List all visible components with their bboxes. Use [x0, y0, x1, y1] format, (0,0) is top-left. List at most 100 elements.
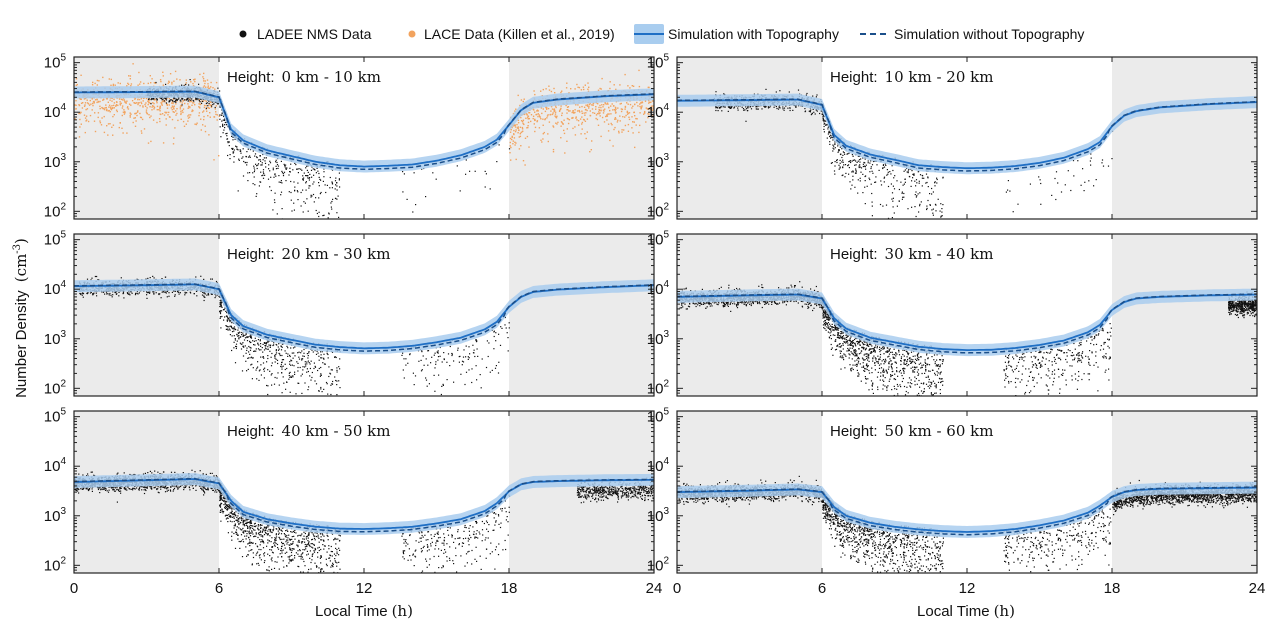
- nms-point: [89, 292, 92, 294]
- nms-point: [196, 99, 198, 101]
- lace-point: [519, 133, 521, 135]
- nms-point: [508, 322, 510, 324]
- nms-point: [211, 101, 213, 103]
- lace-point: [153, 82, 156, 84]
- nms-point: [856, 161, 858, 163]
- nms-point: [297, 370, 299, 372]
- lace-point: [586, 131, 588, 133]
- lace-point: [554, 92, 556, 94]
- nms-point: [323, 363, 326, 365]
- nms-point: [332, 380, 334, 383]
- lace-point: [198, 98, 200, 101]
- lace-point: [568, 119, 571, 121]
- lace-point: [552, 151, 555, 153]
- lace-point: [638, 69, 640, 72]
- lace-point: [614, 112, 617, 114]
- nms-point: [203, 292, 205, 295]
- nms-point: [288, 374, 290, 377]
- nms-point: [472, 344, 474, 346]
- nms-point: [307, 175, 309, 177]
- nms-point: [504, 324, 506, 326]
- lace-point: [595, 114, 598, 116]
- nms-point: [747, 110, 749, 112]
- nms-point: [421, 168, 423, 170]
- nms-point: [336, 369, 338, 371]
- nms-point: [236, 148, 238, 150]
- nms-point: [290, 375, 292, 377]
- nms-point: [765, 88, 767, 90]
- nms-point: [331, 181, 333, 183]
- nms-point: [254, 337, 256, 339]
- nms-point: [1077, 160, 1079, 162]
- lace-point: [134, 112, 136, 115]
- nms-point: [874, 181, 876, 183]
- nms-point: [830, 136, 832, 138]
- lace-point: [591, 108, 594, 110]
- nms-point: [80, 293, 82, 296]
- nms-point: [822, 119, 824, 121]
- nms-point: [264, 160, 266, 162]
- lace-point: [96, 98, 98, 100]
- lace-point: [544, 118, 546, 121]
- nms-point: [824, 120, 826, 122]
- lace-point: [172, 98, 174, 100]
- nms-point: [253, 165, 255, 167]
- nms-point: [181, 97, 183, 99]
- nms-point: [911, 206, 913, 208]
- nms-point: [146, 292, 148, 294]
- lace-point: [536, 120, 538, 123]
- nms-point: [189, 97, 191, 99]
- nms-point: [756, 108, 758, 110]
- nms-point: [300, 375, 302, 377]
- lace-point: [547, 114, 549, 116]
- nms-point: [918, 211, 920, 213]
- lace-point: [588, 86, 590, 88]
- nms-point: [236, 334, 238, 336]
- lace-point: [528, 112, 531, 114]
- nms-point: [336, 380, 338, 382]
- nms-point: [859, 180, 861, 182]
- nms-point: [92, 293, 94, 295]
- nms-point: [294, 371, 296, 373]
- nms-point: [242, 355, 245, 357]
- nms-point: [183, 99, 185, 101]
- nms-point: [1093, 185, 1095, 187]
- lace-point: [620, 110, 623, 113]
- nms-point: [334, 188, 336, 190]
- nms-point: [250, 337, 253, 339]
- lace-point: [113, 102, 116, 104]
- nms-point: [247, 357, 249, 359]
- nms-point: [313, 181, 315, 183]
- nms-point: [808, 110, 810, 112]
- nms-point: [1080, 184, 1082, 186]
- nms-point: [278, 175, 280, 177]
- nms-point: [262, 169, 265, 171]
- nms-point: [468, 346, 470, 348]
- lace-point: [528, 117, 531, 120]
- nms-point: [421, 351, 423, 353]
- lace-point: [527, 126, 529, 129]
- nms-point: [231, 335, 233, 337]
- lace-point: [589, 110, 591, 112]
- nms-point: [721, 110, 723, 112]
- nms-point: [302, 178, 304, 180]
- lace-point: [111, 105, 113, 107]
- nms-point: [841, 148, 843, 150]
- lace-point: [553, 109, 555, 111]
- nms-point: [286, 345, 288, 347]
- lace-point: [509, 152, 511, 154]
- nms-point: [471, 381, 473, 384]
- nms-point: [451, 352, 453, 355]
- nms-point: [274, 354, 276, 356]
- nms-point: [729, 106, 731, 108]
- nms-point: [246, 349, 248, 351]
- nms-point: [289, 363, 291, 365]
- lace-point: [579, 118, 582, 120]
- nms-point: [743, 109, 745, 111]
- nms-point: [891, 192, 894, 194]
- nms-point: [259, 369, 261, 371]
- nms-point: [233, 341, 235, 343]
- lace-point: [584, 84, 586, 86]
- nms-point: [906, 171, 908, 173]
